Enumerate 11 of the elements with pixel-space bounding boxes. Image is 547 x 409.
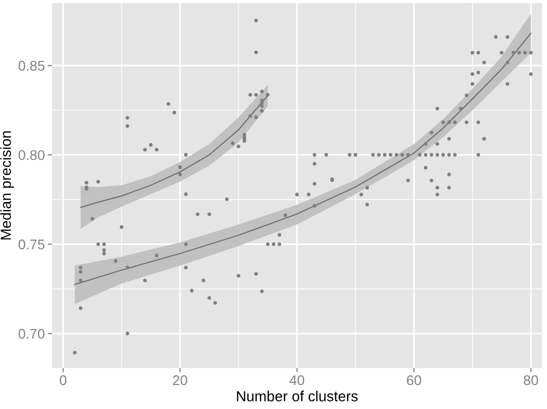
y-tick-label: 0.75 xyxy=(18,240,44,250)
x-tick-label: 0 xyxy=(60,375,66,386)
y-tick-label: 0.70 xyxy=(18,328,45,339)
y-tick-label: 0.85 xyxy=(18,60,44,71)
x-tick-label: 60 xyxy=(406,375,422,386)
x-tick-label: 40 xyxy=(290,375,304,386)
y-axis-title: Median precision xyxy=(0,131,14,240)
x-tick-label: 20 xyxy=(173,375,188,386)
y-tick-label: 0.80 xyxy=(18,150,45,160)
x-tick-label: 80 xyxy=(524,375,538,386)
x-axis-title: Number of clusters xyxy=(237,390,358,402)
